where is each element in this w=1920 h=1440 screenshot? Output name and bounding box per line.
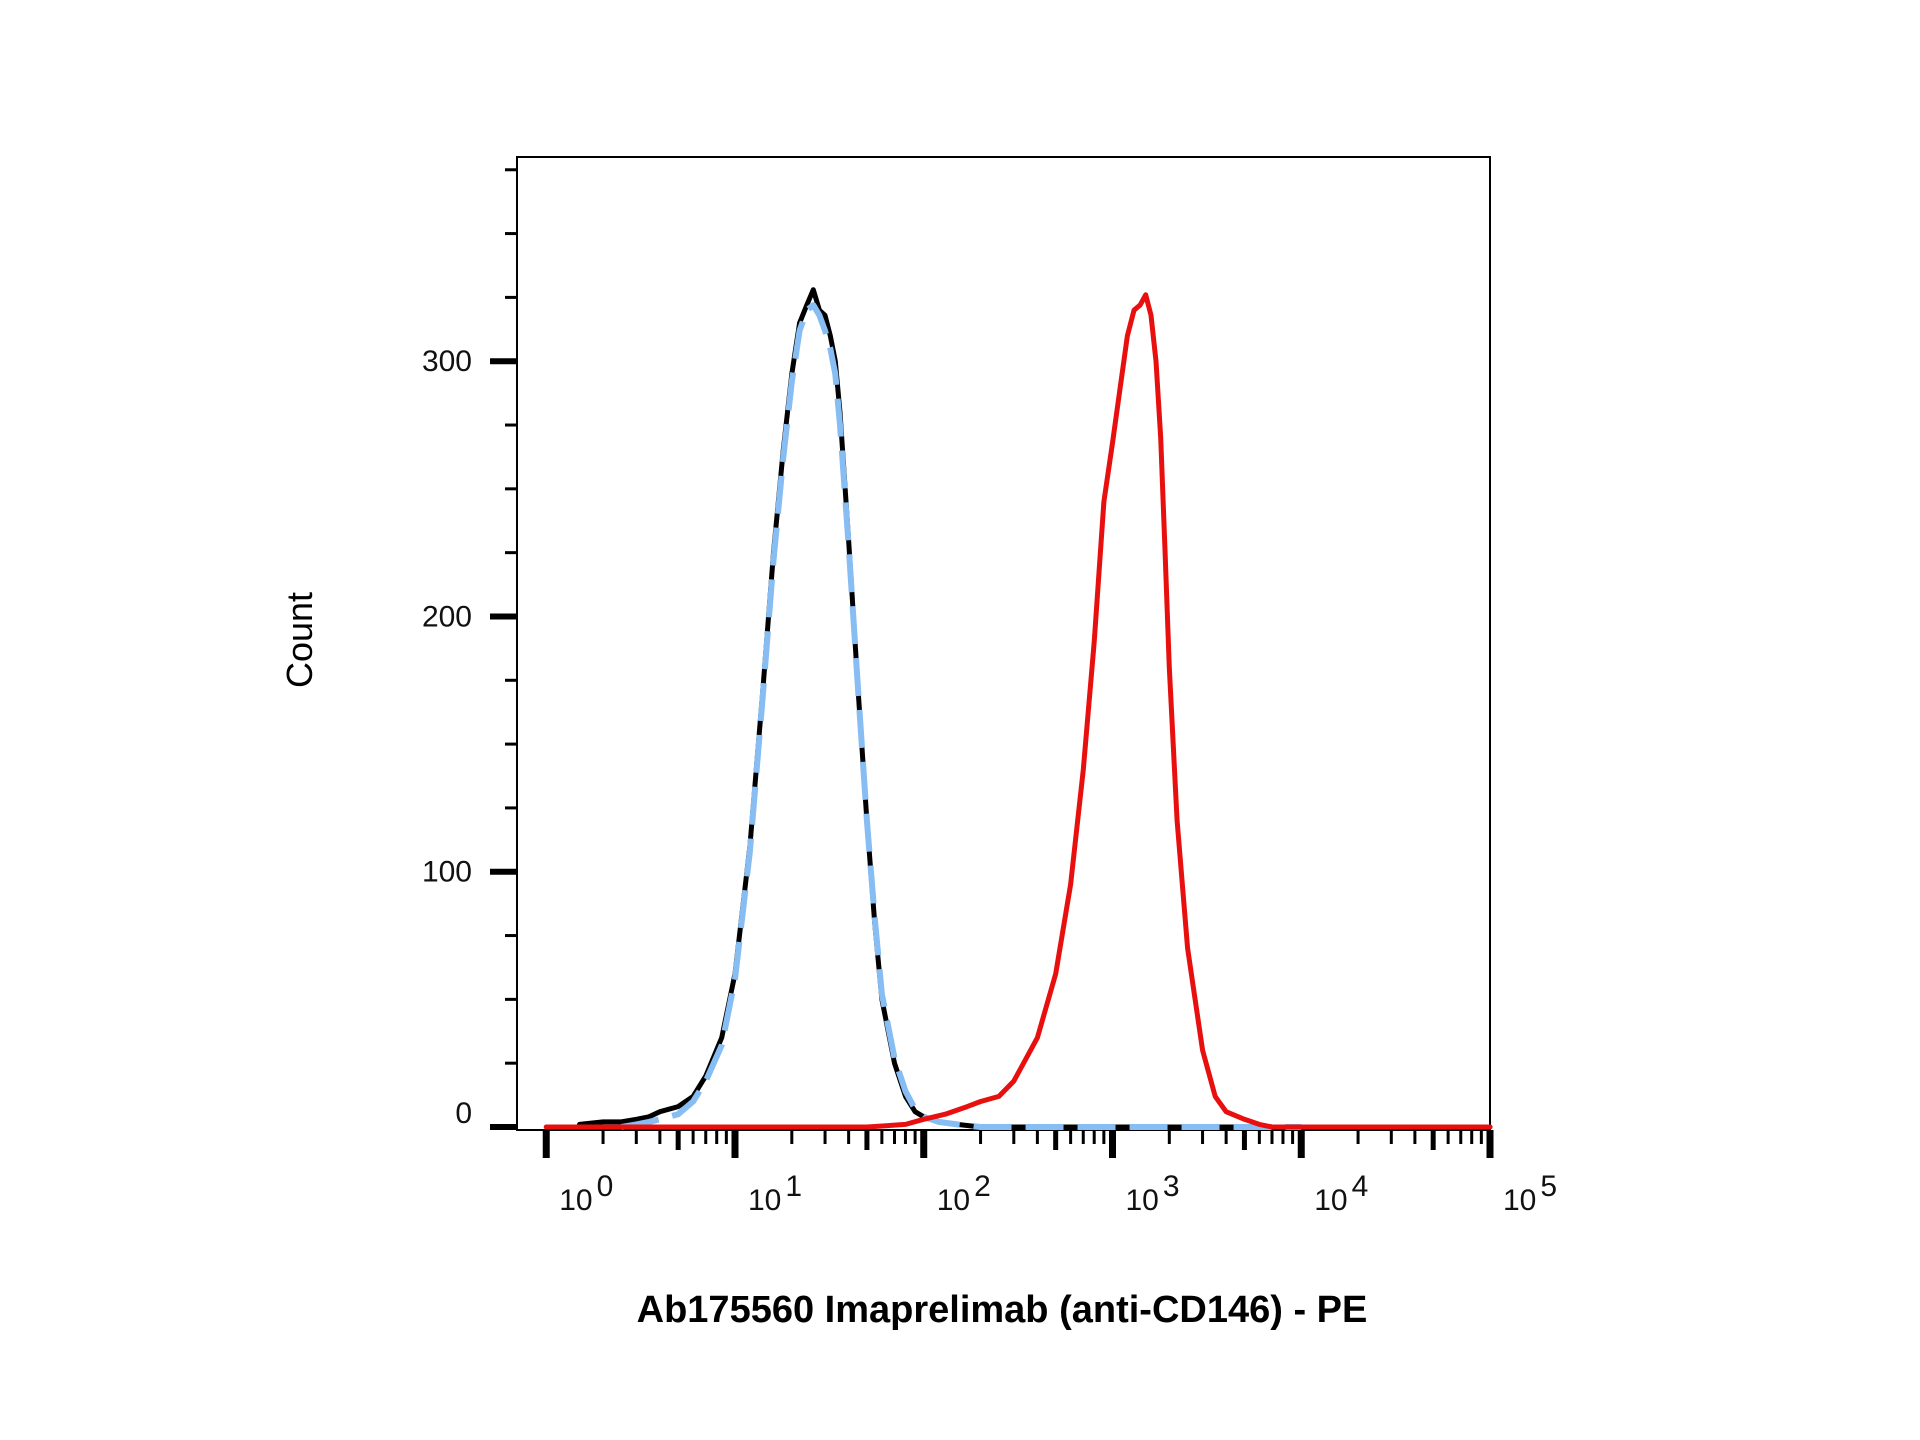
x-tick-label: 10 1 — [748, 1170, 802, 1217]
x-tick-exponent: 2 — [974, 1170, 991, 1203]
x-tick-base: 10 — [1125, 1184, 1158, 1217]
x-tick-label: 10 4 — [1314, 1170, 1368, 1217]
series-blue-dashed-line — [620, 302, 1302, 1130]
x-tick-label: 10 0 — [559, 1170, 613, 1217]
series-layer — [543, 287, 1493, 1130]
y-axis: 0 100 200 300 — [422, 168, 517, 1130]
y-tick-label: 200 — [422, 600, 472, 633]
x-tick-base: 10 — [1503, 1184, 1536, 1217]
y-tick-label: 300 — [422, 345, 472, 378]
x-axis: 10 0 10 1 10 2 10 3 10 4 10 5 — [542, 1130, 1557, 1217]
x-axis-title: Ab175560 Imaprelimab (anti-CD146) - PE — [637, 1289, 1368, 1331]
series-red-line — [543, 292, 1493, 1130]
plot-frame — [516, 156, 1491, 1131]
y-tick-label: 100 — [422, 856, 472, 889]
x-tick-label: 10 2 — [937, 1170, 991, 1217]
x-tick-exponent: 5 — [1540, 1170, 1557, 1203]
x-tick-exponent: 3 — [1163, 1170, 1180, 1203]
x-tick-exponent: 1 — [785, 1170, 802, 1203]
x-tick-base: 10 — [559, 1184, 592, 1217]
x-tick-label: 10 5 — [1503, 1170, 1557, 1217]
x-tick-base: 10 — [937, 1184, 970, 1217]
x-tick-base: 10 — [1314, 1184, 1347, 1217]
x-tick-label: 10 3 — [1125, 1170, 1179, 1217]
series-black-line — [577, 287, 1493, 1130]
y-tick-label: 0 — [455, 1097, 472, 1130]
x-tick-base: 10 — [748, 1184, 781, 1217]
y-axis-title: Count — [279, 592, 320, 688]
x-tick-exponent: 0 — [597, 1170, 614, 1203]
x-tick-exponent: 4 — [1352, 1170, 1369, 1203]
